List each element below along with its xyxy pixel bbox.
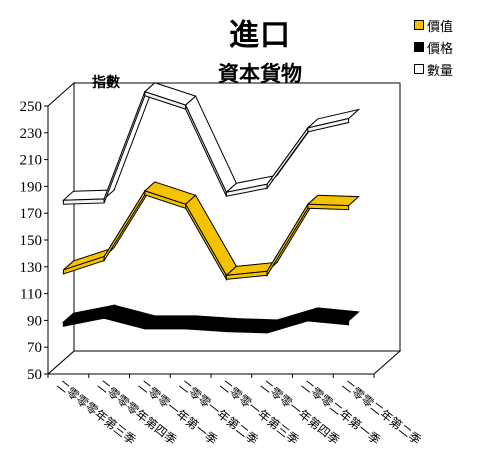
chart-subtitle: 資本貨物	[218, 62, 302, 86]
data-point	[230, 187, 232, 189]
y-tick-label: 90	[27, 313, 42, 329]
legend-item-quantity: 數量	[414, 58, 453, 80]
y-tick-label: 210	[20, 153, 43, 169]
series-ribbon-edge	[307, 117, 350, 133]
data-point	[312, 311, 314, 313]
y-tick-label: 110	[20, 287, 42, 303]
series-ribbon-edge	[225, 327, 268, 334]
data-point	[190, 100, 192, 102]
y-tick-label: 190	[20, 179, 43, 195]
y-tick-label: 70	[27, 340, 42, 356]
legend-swatch-value	[414, 20, 424, 30]
series-ribbon-edge	[307, 203, 350, 211]
data-point	[67, 264, 69, 267]
series-ribbon-edge	[307, 316, 350, 326]
y-tick-label: 250	[20, 99, 43, 115]
legend: 價值 價格 數量	[414, 14, 453, 80]
y-tick-label: 150	[20, 233, 43, 249]
data-point	[149, 319, 151, 321]
data-point	[353, 200, 355, 202]
data-point	[190, 199, 192, 201]
legend-label-quantity: 數量	[427, 63, 454, 79]
y-tick-label: 50	[27, 367, 42, 383]
data-point	[67, 195, 69, 197]
chart-floor	[46, 350, 402, 375]
series-ribbon-edge	[144, 324, 187, 330]
chart-side-wall	[47, 81, 75, 376]
y-tick-label: 170	[20, 206, 43, 222]
data-point	[149, 86, 151, 88]
legend-item-value: 價值	[414, 14, 453, 36]
data-point	[353, 113, 355, 115]
y-tick-label: 230	[20, 126, 43, 142]
data-point	[271, 323, 273, 326]
chart-title: 進口	[229, 18, 291, 53]
data-point	[312, 199, 314, 201]
data-point	[108, 309, 110, 311]
data-point	[312, 122, 314, 125]
legend-label-price: 價格	[427, 41, 454, 57]
legend-swatch-quantity	[414, 64, 424, 74]
data-point	[108, 193, 110, 196]
data-point	[271, 179, 273, 181]
series-ribbon-edge	[62, 198, 105, 205]
data-point	[108, 251, 110, 253]
data-point	[230, 270, 232, 272]
y-axis-label: 指數	[92, 75, 120, 91]
y-tick-label: 130	[20, 260, 43, 276]
data-point	[67, 317, 69, 319]
data-point	[149, 185, 151, 187]
data-point	[353, 315, 355, 317]
data-point	[271, 266, 273, 268]
legend-swatch-price	[414, 42, 424, 52]
legend-label-value: 價值	[427, 19, 454, 35]
data-point	[190, 319, 192, 321]
data-point	[230, 322, 232, 324]
legend-item-price: 價格	[414, 36, 453, 58]
